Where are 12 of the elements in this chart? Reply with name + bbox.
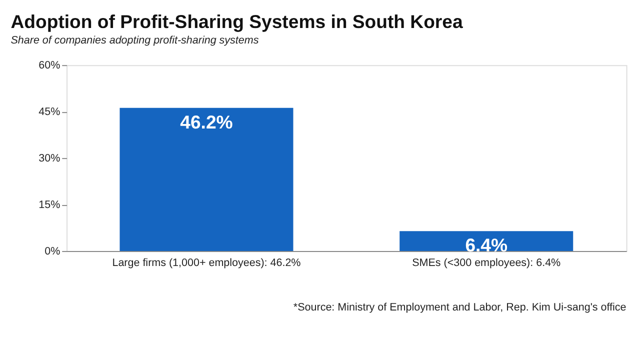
chart-subtitle: Share of companies adopting profit-sharing systems bbox=[10, 34, 260, 47]
x-tick-label: Large firms (1,000+ employees): 46.2% bbox=[112, 257, 302, 270]
data-label: 46.2% bbox=[180, 111, 234, 132]
y-tick-label: 30% bbox=[38, 152, 61, 164]
y-tick-label: 60% bbox=[38, 60, 61, 72]
chart-title: Adoption of Profit-Sharing Systems in South Korea bbox=[10, 10, 464, 32]
y-tick-label: 0% bbox=[44, 245, 61, 258]
y-tick-label: 45% bbox=[38, 106, 61, 118]
text: *Source: Ministry of Employment and Labor, Rep. Kim Ui-sang's office bbox=[293, 302, 626, 314]
x-tick-label: SMEs (<300 employees): 6.4% bbox=[412, 257, 562, 270]
data-label: 6.4% bbox=[465, 234, 508, 256]
y-tick-label: 15% bbox=[38, 198, 61, 211]
